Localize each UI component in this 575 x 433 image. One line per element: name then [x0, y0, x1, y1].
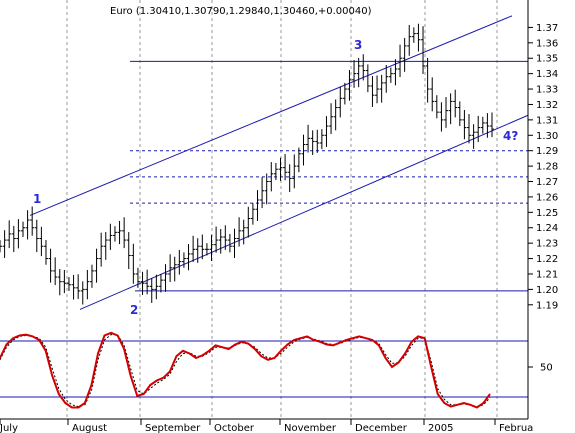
price-tick-label: 1.20: [536, 285, 558, 296]
price-tick-label: 1.27: [536, 177, 558, 188]
price-tick-label: 1.35: [536, 54, 558, 65]
wave-label: 4?: [503, 129, 518, 143]
price-tick-label: 1.28: [536, 162, 558, 173]
price-tick-label: 1.34: [536, 69, 558, 80]
price-tick-label: 1.31: [536, 115, 558, 126]
price-tick-label: 1.29: [536, 146, 558, 157]
wave-label: 1: [33, 192, 41, 206]
time-tick-label: 2005: [428, 423, 453, 433]
horizontal-levels: [130, 60, 528, 292]
time-tick-label: November: [284, 423, 337, 433]
wave-label: 2: [130, 303, 138, 317]
oscillator-panel: 50: [0, 331, 553, 409]
price-tick-label: 1.33: [536, 85, 558, 96]
price-tick-label: 1.22: [536, 254, 558, 265]
price-bars: [0, 23, 494, 305]
time-axis: July August September October November Decemb…: [0, 419, 533, 433]
price-tick-label: 1.36: [536, 38, 558, 49]
price-tick-label: 1.32: [536, 100, 558, 111]
time-tick-label: Februa: [499, 423, 533, 433]
time-tick-label: July: [0, 423, 18, 433]
wave-annotations: 1 2 3 4?: [33, 38, 518, 317]
price-tick-label: 1.23: [536, 239, 558, 250]
price-tick-label: 1.30: [536, 131, 558, 142]
price-tick-label: 1.24: [536, 223, 558, 234]
time-tick-label: October: [214, 423, 255, 433]
price-tick-label: 1.26: [536, 192, 558, 203]
lower-channel-line: [79, 114, 529, 310]
time-tick-label: December: [355, 423, 408, 433]
trend-channel: [29, 15, 529, 310]
oscillator-tick-label: 50: [540, 363, 553, 374]
oscillator-main-line: [0, 331, 491, 409]
time-tick-label: August: [72, 423, 107, 433]
price-tick-label: 1.19: [536, 300, 558, 311]
chart-title: Euro (1.30410,1.30790,1.29840,1.30460,+0…: [110, 6, 372, 17]
price-tick-label: 1.21: [536, 269, 558, 280]
price-tick-label: 1.37: [536, 23, 558, 34]
time-tick-label: September: [145, 423, 201, 433]
wave-label: 3: [354, 38, 362, 52]
price-tick-label: 1.25: [536, 208, 558, 219]
price-axis: 1.37 1.36 1.35 1.34 1.33 1.32 1.31 1.30 1.29 1.28…: [528, 23, 558, 311]
upper-channel-line: [29, 15, 513, 216]
